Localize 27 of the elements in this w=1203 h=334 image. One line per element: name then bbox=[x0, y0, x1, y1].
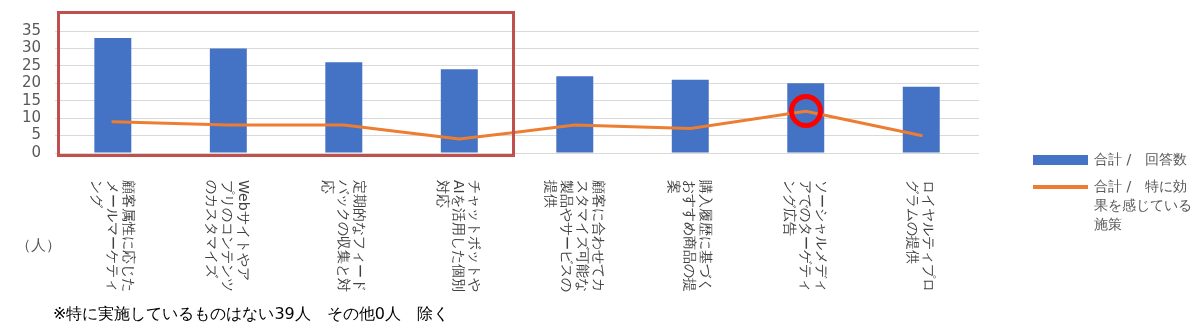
text: ※特に実施しているものはない39人 その他0人 除く bbox=[53, 304, 449, 325]
bar bbox=[671, 79, 709, 153]
text: （人） bbox=[16, 236, 61, 255]
bar bbox=[556, 76, 594, 153]
x-tick-label: Webサイトやアプリのコンテンツのカスタマイズ bbox=[204, 180, 253, 294]
x-tick-label: チャットボットやAIを活用した個別対応 bbox=[435, 180, 484, 294]
x-tick-label: 顧客に合わせてカスタマイズ可能な製品やサービスの提供 bbox=[542, 180, 607, 294]
legend-label: 合計 / 特に効果を感じている施策 bbox=[1094, 177, 1193, 234]
x-tick-label: 購入履歴に基づくおすすめ商品の提案 bbox=[666, 180, 715, 294]
y-tick-label: 10 bbox=[21, 108, 42, 127]
legend-label: 合計 / 回答数 bbox=[1094, 150, 1188, 169]
bar bbox=[94, 37, 132, 153]
y-tick-label: 20 bbox=[21, 73, 42, 92]
x-tick-label: 定期的なフィードバックの収集と対応 bbox=[319, 180, 368, 294]
y-tick-label: 0 bbox=[31, 142, 42, 161]
bar bbox=[209, 48, 247, 153]
x-tick-label: ソーシャルメディアでのターゲティング広告 bbox=[781, 180, 830, 294]
x-tick-label: ロイヤルティプログラムの提供 bbox=[905, 180, 938, 294]
bar bbox=[902, 86, 940, 153]
y-tick-label: 5 bbox=[31, 125, 42, 144]
y-tick-label: 15 bbox=[21, 90, 42, 109]
bar bbox=[440, 69, 478, 153]
bar bbox=[325, 62, 363, 153]
y-tick-label: 30 bbox=[21, 38, 42, 57]
y-tick-label: 25 bbox=[21, 55, 42, 74]
y-tick-label: 35 bbox=[21, 20, 42, 39]
x-tick-label: 顧客属性に応じたメールマーケティング bbox=[88, 180, 137, 294]
